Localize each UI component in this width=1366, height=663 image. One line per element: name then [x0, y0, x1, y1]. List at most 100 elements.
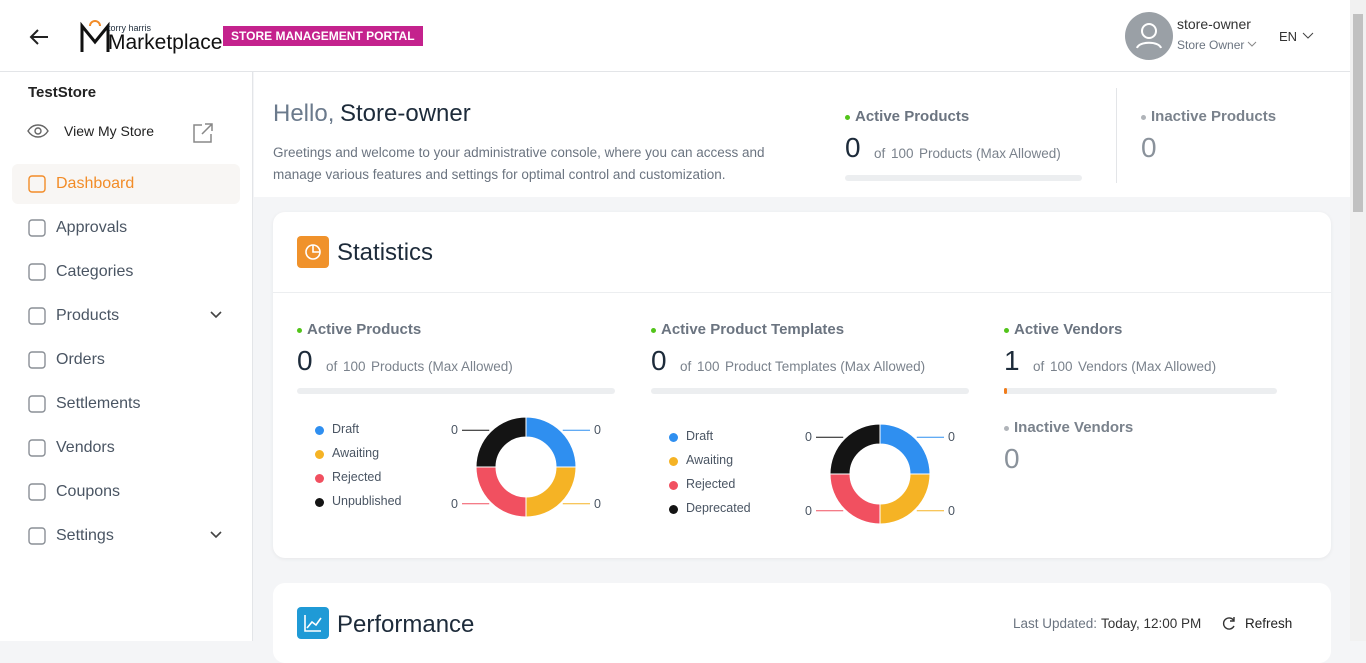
- donut-segment: [475, 466, 527, 518]
- menu-item[interactable]: Categories: [56, 263, 134, 280]
- menu-icon: [28, 263, 46, 281]
- menu-item[interactable]: Dashboard: [56, 175, 135, 192]
- menu-icon: [28, 307, 46, 325]
- menu-icon: [28, 439, 46, 457]
- legend-label: Draft: [332, 422, 360, 436]
- menu-item[interactable]: Coupons: [56, 483, 121, 500]
- performance-card: Performance Last Updated: Today, 12:00 P…: [273, 583, 1331, 663]
- refresh-button[interactable]: Refresh: [1245, 616, 1293, 631]
- scrollbar[interactable]: [1350, 0, 1366, 641]
- donut-chart: 0 0 0 0: [451, 416, 601, 518]
- label: Inactive Products: [1151, 108, 1277, 125]
- donut-segment: [525, 416, 577, 468]
- max: 100: [891, 146, 914, 161]
- portal-badge: STORE MANAGEMENT PORTAL: [223, 26, 423, 46]
- unit-label: Products (Max Allowed): [919, 146, 1061, 161]
- refresh-icon[interactable]: [1221, 615, 1237, 631]
- menu-item[interactable]: Orders: [56, 351, 105, 368]
- legend-dot: [669, 505, 678, 514]
- donut-chart: 0 0 0 0: [805, 423, 955, 525]
- progress-fill: [1004, 388, 1007, 394]
- max: 100: [1050, 359, 1073, 374]
- progress-track: [297, 388, 615, 394]
- donut-segment: [879, 473, 931, 525]
- menu-highlight: [12, 164, 240, 204]
- back-button[interactable]: [28, 27, 50, 47]
- menu-item[interactable]: Approvals: [56, 219, 128, 236]
- donut-segment: [879, 423, 931, 475]
- inactive-count: 0: [1141, 132, 1157, 163]
- user-role[interactable]: Store Owner: [1177, 38, 1245, 52]
- of-label: of: [680, 359, 692, 374]
- donut-label: 0: [948, 430, 955, 444]
- label: Active Product Templates: [661, 321, 845, 338]
- menu-chevron[interactable]: [210, 311, 222, 319]
- legend-dot: [669, 457, 678, 466]
- donut-label: 0: [805, 504, 812, 518]
- external-link-icon[interactable]: [192, 122, 214, 144]
- donut-label: 0: [805, 430, 812, 444]
- statistics-card: Statistics: [273, 212, 1331, 558]
- of-label: of: [326, 359, 338, 374]
- brand-name: Marketplace: [108, 31, 223, 54]
- legend-dot: [669, 481, 678, 490]
- menu-item[interactable]: Settlements: [56, 395, 141, 412]
- menu-icon: [28, 175, 46, 193]
- legend-dot: [315, 474, 324, 483]
- donut-segment: [525, 466, 577, 518]
- language-chevron[interactable]: [1302, 31, 1314, 39]
- counter-label: Active Vendors: [1004, 321, 1122, 338]
- legend-label: Rejected: [332, 470, 382, 484]
- user-chevron[interactable]: [1247, 40, 1257, 48]
- donut-label: 0: [948, 504, 955, 518]
- counter-label: Active Product Templates: [651, 321, 844, 338]
- unit-label: Products (Max Allowed): [371, 359, 513, 374]
- count: 0: [651, 345, 667, 376]
- inactive-label: Inactive Products: [1141, 108, 1276, 125]
- label: Active Products: [307, 321, 422, 338]
- menu-item[interactable]: Settings: [56, 527, 114, 544]
- donut-label: 0: [451, 423, 458, 437]
- view-store[interactable]: View My Store: [64, 123, 154, 139]
- donut-label: 0: [594, 423, 601, 437]
- donut-label: 0: [451, 497, 458, 511]
- divider: [273, 292, 1331, 293]
- of-label: of: [1033, 359, 1045, 374]
- counter-label: Active Products: [297, 321, 421, 338]
- last-updated: Today, 12:00 PM: [1101, 616, 1202, 631]
- performance-title: Performance: [337, 611, 475, 638]
- welcome-message: Greetings and welcome to your administra…: [273, 145, 765, 182]
- legend-label: Rejected: [686, 477, 736, 491]
- donut-segment: [829, 473, 881, 525]
- menu-item[interactable]: Vendors: [56, 439, 115, 456]
- progress-track: [651, 388, 969, 394]
- count: 0: [297, 345, 313, 376]
- menu-item[interactable]: Products: [56, 307, 120, 324]
- performance-icon: [297, 607, 329, 639]
- sidebar: TestStore View My Store Dashboard Approva…: [0, 72, 253, 641]
- last-updated-label: Last Updated:: [1013, 616, 1098, 631]
- welcome-banner: Hello, Store-owner Greetings and welcome…: [254, 72, 1350, 197]
- counter-label: Active Products: [845, 108, 969, 125]
- menu-chevron[interactable]: [210, 531, 222, 539]
- unit-label: Vendors (Max Allowed): [1078, 359, 1217, 374]
- inactive-count: 0: [1004, 443, 1020, 474]
- donut-segment: [829, 423, 881, 475]
- of-label: of: [874, 146, 886, 161]
- legend-label: Draft: [686, 429, 714, 443]
- statistics-title: Statistics: [337, 239, 434, 266]
- divider: [1116, 88, 1117, 183]
- legend-dot: [315, 450, 324, 459]
- progress-track: [1004, 388, 1277, 394]
- max: 100: [343, 359, 366, 374]
- legend-label: Awaiting: [332, 446, 380, 460]
- brand-small: torry harris: [108, 23, 152, 33]
- language[interactable]: EN: [1279, 29, 1298, 44]
- legend-label: Unpublished: [332, 494, 402, 508]
- eye-icon: [27, 124, 49, 138]
- avatar[interactable]: [1125, 12, 1173, 60]
- menu-icon: [28, 219, 46, 237]
- legend-label: Awaiting: [686, 453, 734, 467]
